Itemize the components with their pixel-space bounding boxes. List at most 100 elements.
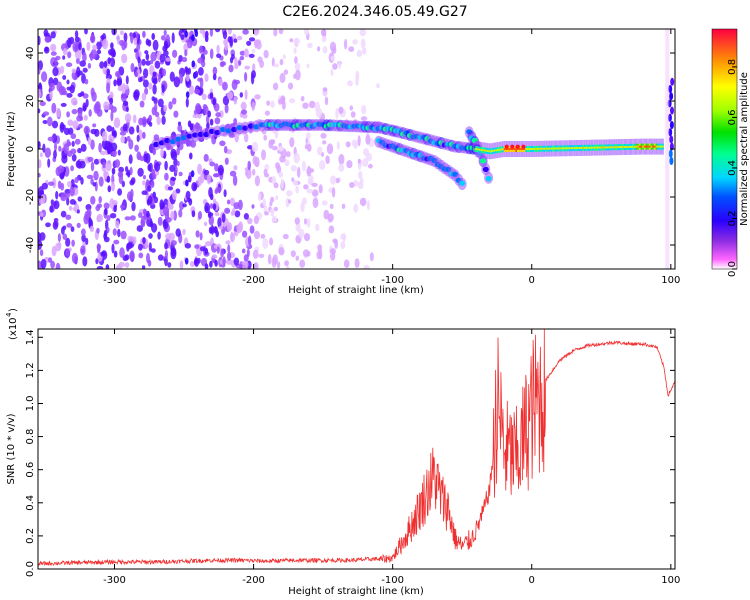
spectrogram-noise-cell <box>247 217 253 225</box>
spectrogram-noise-cell <box>282 54 286 60</box>
spectrogram-noise-cell <box>224 103 229 114</box>
spectrogram-noise-cell <box>223 145 228 154</box>
snr-y-scale: (x10 4 ) <box>5 308 19 340</box>
spectrogram-y-tick-label: -20 <box>25 189 36 205</box>
spectrogram-noise-cell <box>349 105 354 111</box>
spectrogram-noise-cell <box>66 111 70 118</box>
spectrogram-x-tick-label: -100 <box>381 275 404 286</box>
spectrogram-noise-cell <box>176 160 180 167</box>
spectrogram-noise-cell <box>357 158 361 164</box>
spectrogram-noise-cell <box>75 58 80 64</box>
spectrogram-noise-cell <box>115 220 120 229</box>
spectrogram-noise-cell <box>322 87 328 92</box>
spectrogram-noise-cell <box>197 163 203 175</box>
spectrogram-line-core <box>593 146 596 149</box>
spectrogram-noise-cell <box>69 199 76 205</box>
spectrogram-edge-cell <box>669 157 674 165</box>
spectrogram-noise-cell <box>100 251 106 257</box>
spectrogram-noise-cell <box>77 147 82 154</box>
spectrogram-line-core <box>505 148 507 150</box>
spectrogram-noise-cell <box>303 184 309 190</box>
snr-frame <box>37 328 676 570</box>
spectrogram-noise-cell <box>252 249 259 259</box>
spectrogram-y-tick-label: 40 <box>25 47 36 60</box>
spectrogram-noise-cell <box>152 71 157 77</box>
spectrogram-noise-cell <box>181 56 188 63</box>
snr-x-tick-label: 100 <box>661 575 680 586</box>
spectrogram-noise-cell <box>118 166 124 173</box>
spectrogram-noise-cell <box>290 250 296 258</box>
colorbar: 0.0 0.2 0.4 0.6 0.8 Normalized spectral ampl… <box>711 28 750 277</box>
spectrogram-noise-cell <box>306 218 311 228</box>
spectrogram-noise-cell <box>96 41 102 50</box>
spectrogram-line-core <box>623 146 626 148</box>
spectrogram-line-core <box>530 148 532 150</box>
spectrogram-marks <box>38 29 675 269</box>
spectrogram-noise-cell <box>140 219 144 226</box>
spectrogram-noise-cell <box>144 50 149 55</box>
spectrogram-noise-cell <box>295 69 301 81</box>
snr-y-tick-label: 0.2 <box>25 528 36 544</box>
spectrogram-noise-cell <box>129 179 135 186</box>
spectrogram-noise-cell <box>142 30 146 38</box>
spectrogram-noise-cell <box>137 56 141 64</box>
spectrogram-noise-cell <box>161 84 165 94</box>
spectrogram-noise-cell <box>280 178 284 189</box>
spectrogram-noise-cell <box>164 172 169 181</box>
spectrogram-line-core <box>615 146 618 149</box>
spectrogram-noise-cell <box>217 78 223 87</box>
spectrogram-noise-cell <box>357 135 361 147</box>
spectrogram-noise-cell <box>338 60 342 69</box>
spectrogram-y-label: Frequency (Hz) <box>6 111 17 187</box>
spectrogram-line-core <box>637 145 639 148</box>
spectrogram-noise-cell <box>338 153 345 165</box>
spectrogram-noise-cell <box>217 164 224 176</box>
spectrogram-noise-cell <box>83 214 89 225</box>
spectrogram-noise-cell <box>189 152 193 160</box>
spectrogram-line-core <box>532 148 534 150</box>
spectrogram-x-label: Height of straight line (km) <box>288 285 424 296</box>
spectrogram-noise-cell <box>362 158 369 168</box>
spectrogram-edge-band <box>665 29 670 269</box>
spectrogram-noise-cell <box>89 225 95 233</box>
spectrogram-noise-cell <box>252 155 258 165</box>
spectrogram-line-core <box>588 146 591 149</box>
spectrogram-noise-cell <box>56 107 61 118</box>
spectrogram-noise-cell <box>203 169 210 176</box>
spectrogram-noise-cell <box>359 197 367 207</box>
spectrogram-noise-cell <box>193 183 197 191</box>
spectrogram-noise-cell <box>67 181 72 188</box>
spectrogram-noise-cell <box>120 230 127 240</box>
spectrogram-noise-cell <box>39 249 44 257</box>
spectrogram-noise-cell <box>152 77 158 85</box>
spectrogram-line-core <box>633 145 636 148</box>
spectrogram-noise-cell <box>233 38 238 43</box>
spectrogram-noise-cell <box>215 186 222 193</box>
spectrogram-noise-cell <box>160 35 166 41</box>
spectrogram-noise-cell <box>123 100 129 107</box>
spectrogram-noise-cell <box>110 106 117 113</box>
spectrogram-noise-cell <box>209 48 214 60</box>
spectrogram-noise-cell <box>273 206 278 212</box>
spectrogram-noise-cell <box>90 161 95 172</box>
spectrogram-line-core <box>602 146 604 149</box>
spectrogram-noise-cell <box>92 44 98 51</box>
spectrogram-noise-cell <box>65 237 71 247</box>
spectrogram-noise-cell <box>253 215 260 225</box>
spectrogram-noise-cell <box>203 105 209 116</box>
spectrogram-noise-cell <box>348 46 355 52</box>
spectrogram-noise-cell <box>207 211 212 219</box>
spectrogram-noise-cell <box>271 175 277 185</box>
spectrogram-noise-cell <box>216 44 220 54</box>
snr-x-label: Height of straight line (km) <box>288 586 424 597</box>
colorbar-label: Normalized spectral amplitude <box>739 72 750 226</box>
spectrogram-noise-cell <box>80 143 87 152</box>
spectrogram-noise-cell <box>106 125 113 132</box>
spectrogram-noise-cell <box>248 37 256 42</box>
spectrogram-noise-cell <box>136 151 142 161</box>
spectrogram-noise-cell <box>359 29 366 37</box>
spectrogram-noise-cell <box>38 232 42 243</box>
spectrogram-line-core <box>548 147 551 150</box>
spectrogram-line-core <box>487 150 489 152</box>
spectrogram-noise-cell <box>119 30 124 36</box>
